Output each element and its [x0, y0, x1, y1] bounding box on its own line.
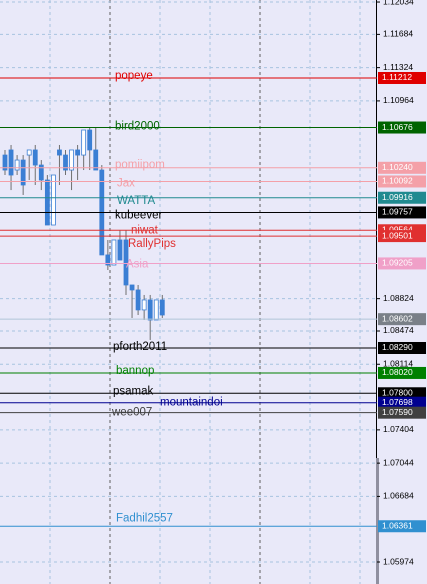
price-tag	[378, 121, 426, 134]
price-tag-label: 1.08020	[382, 367, 413, 377]
candle-body	[69, 149, 74, 171]
candle-body	[2, 154, 8, 171]
candle-body	[93, 149, 99, 171]
level-name: niwat	[131, 224, 159, 236]
candle-body	[147, 299, 153, 321]
candle-body	[75, 149, 80, 156]
price-tag	[378, 175, 426, 188]
candle-body	[81, 129, 87, 156]
y-tick-label: 1.12034	[383, 0, 414, 6]
price-tag-label: 1.09205	[382, 258, 413, 268]
price-tag-label: 1.09501	[382, 230, 413, 240]
candle-body	[111, 239, 117, 266]
price-tag	[378, 366, 426, 379]
level-name: bird2000	[115, 121, 160, 133]
level-name: Jax	[117, 178, 135, 190]
y-tick-label: 1.07404	[383, 424, 414, 434]
price-tag-label: 1.07590	[382, 407, 413, 417]
price-tag-label: 1.11212	[382, 72, 412, 82]
y-tick-label: 1.11324	[383, 62, 413, 72]
price-tag-label: 1.10092	[382, 176, 413, 186]
level-name: Asia	[126, 258, 149, 270]
price-tag-label: 1.06361	[382, 520, 413, 530]
price-tag-label: 1.09757	[382, 207, 413, 217]
candle-body	[153, 299, 159, 321]
candle-body	[32, 149, 38, 166]
price-tag	[378, 191, 426, 204]
candle-body	[14, 159, 20, 171]
y-tick-label: 1.07044	[383, 457, 414, 467]
price-tag	[378, 161, 426, 174]
price-tag	[378, 387, 426, 400]
price-tag	[378, 71, 426, 84]
price-tag	[378, 230, 426, 243]
candle-body	[8, 149, 14, 176]
candle-body	[129, 284, 135, 291]
candle-body	[117, 239, 123, 261]
level-name: popeye	[115, 70, 153, 82]
last-price-label: 1.08602	[382, 313, 413, 323]
candle-body	[123, 239, 129, 286]
level-name: pforth2011	[113, 341, 167, 353]
y-tick-label: 1.10964	[383, 95, 414, 105]
price-tag-label: 1.09916	[382, 192, 413, 202]
vertical-grid	[49, 0, 361, 584]
y-tick-label: 1.05974	[383, 556, 414, 566]
level-name: WATTA	[117, 195, 155, 207]
level-name: mountaindoi	[160, 397, 223, 409]
candle-body	[38, 164, 44, 181]
price-tag	[378, 206, 426, 219]
candle-body	[20, 159, 26, 186]
price-tag-label: 1.07800	[382, 388, 413, 398]
candle-body	[44, 179, 50, 226]
level-name: bannop	[116, 365, 154, 377]
level-name: kubeever	[115, 209, 162, 221]
level-name: RallyPips	[128, 238, 176, 250]
price-tag	[378, 341, 426, 354]
level-name: pomiipom	[115, 159, 165, 171]
candle-body	[105, 254, 111, 266]
y-tick-label: 1.11684	[383, 29, 413, 39]
candle-body	[26, 149, 32, 156]
level-name: Fadhil2557	[116, 512, 173, 524]
candle-body	[141, 299, 147, 311]
candle-body	[63, 154, 68, 171]
last-price-tag	[378, 313, 426, 326]
y-tick-label: 1.08824	[383, 293, 414, 303]
price-tag-label: 1.09564	[382, 225, 413, 235]
y-tick-label: 1.06684	[383, 491, 414, 501]
price-tag	[378, 406, 426, 419]
candle-body	[135, 289, 141, 311]
y-tick-label: 1.08474	[383, 325, 414, 335]
candle-body	[51, 174, 56, 226]
price-tag	[378, 520, 426, 533]
price-tag	[378, 396, 426, 409]
scroll-marker	[376, 458, 379, 584]
candle-body	[57, 149, 62, 156]
price-tag-label: 1.08290	[382, 342, 413, 352]
price-tag-label: 1.10240	[382, 162, 413, 172]
candle-body	[159, 299, 165, 316]
level-name: psamak	[113, 385, 154, 397]
level-name: wee007	[111, 407, 152, 419]
price-tag-label: 1.10676	[382, 122, 413, 132]
y-tick-label: 1.08114	[383, 359, 413, 369]
candle-body	[87, 129, 93, 151]
price-tag	[378, 257, 426, 270]
price-tag-label: 1.07698	[382, 397, 413, 407]
